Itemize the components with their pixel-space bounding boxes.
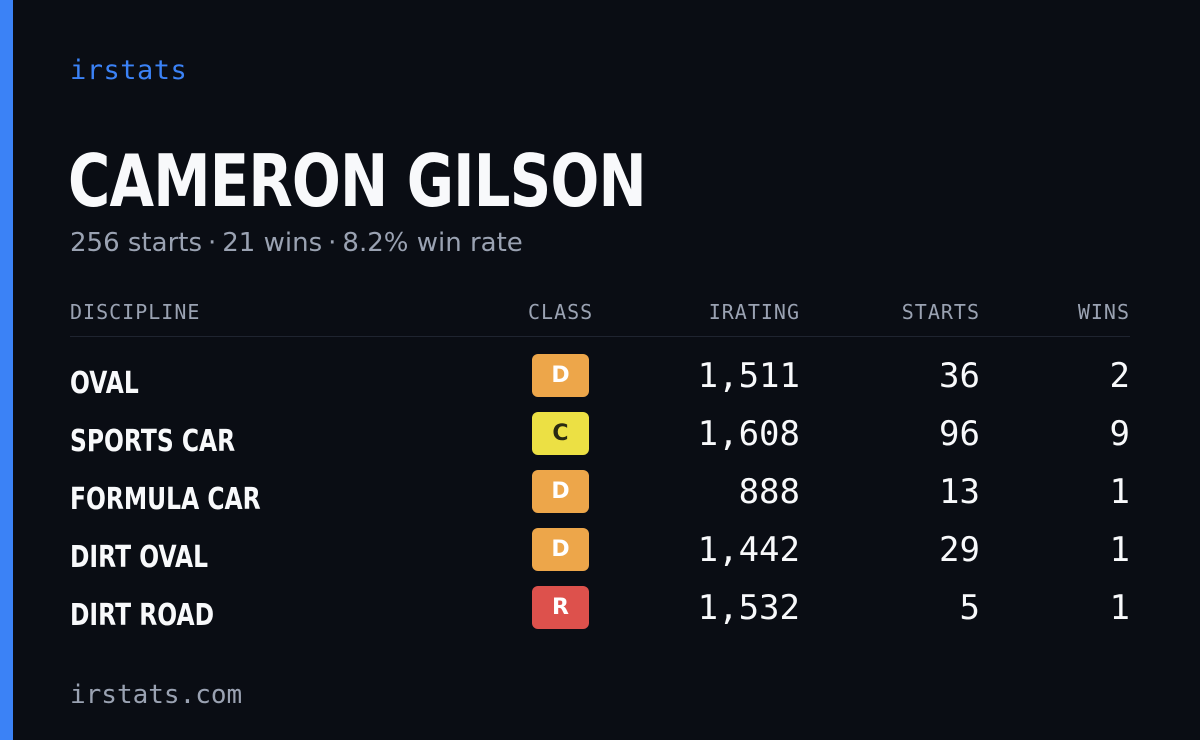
- irating-value: 1,608: [697, 414, 800, 454]
- table-row: SPORTS CAR C 1,608 96 9: [70, 408, 1130, 466]
- discipline-name: FORMULA CAR: [70, 482, 261, 517]
- wins-value: 9: [1109, 414, 1130, 454]
- table-row: OVAL D 1,511 36 2: [70, 350, 1130, 408]
- table-row: DIRT ROAD R 1,532 5 1: [70, 582, 1130, 640]
- summary-starts: 256 starts: [70, 228, 202, 258]
- class-badge: D: [532, 470, 589, 513]
- header-discipline: DISCIPLINE: [70, 300, 201, 324]
- class-badge: D: [532, 354, 589, 397]
- header-wins: WINS: [1077, 300, 1130, 324]
- starts-value: 36: [939, 356, 980, 396]
- brand-logo: irstats: [70, 55, 188, 86]
- class-badge: D: [532, 528, 589, 571]
- summary-separator: ·: [208, 228, 217, 258]
- discipline-name: OVAL: [70, 366, 139, 401]
- table-row: DIRT OVAL D 1,442 29 1: [70, 524, 1130, 582]
- class-badge: C: [532, 412, 589, 455]
- wins-value: 2: [1109, 356, 1130, 396]
- summary-separator: ·: [328, 228, 337, 258]
- irating-value: 1,532: [697, 588, 800, 628]
- driver-summary: 256 starts · 21 wins · 8.2% win rate: [70, 228, 523, 258]
- class-badge: R: [532, 586, 589, 629]
- starts-value: 29: [939, 530, 980, 570]
- accent-bar: [0, 0, 13, 740]
- table-header: DISCIPLINE CLASS IRATING STARTS WINS: [70, 300, 1130, 337]
- discipline-name: DIRT ROAD: [70, 598, 215, 633]
- footer-url: irstats.com: [70, 680, 243, 710]
- irating-value: 888: [738, 472, 800, 512]
- irating-value: 1,442: [697, 530, 800, 570]
- starts-value: 13: [939, 472, 980, 512]
- summary-win-rate: 8.2% win rate: [342, 228, 523, 258]
- table-row: FORMULA CAR D 888 13 1: [70, 466, 1130, 524]
- starts-value: 96: [939, 414, 980, 454]
- starts-value: 5: [959, 588, 980, 628]
- driver-name: CAMERON GILSON: [68, 139, 647, 223]
- header-irating: IRATING: [708, 300, 800, 324]
- discipline-name: SPORTS CAR: [70, 424, 236, 459]
- summary-wins: 21 wins: [222, 228, 323, 258]
- discipline-table: OVAL D 1,511 36 2 SPORTS CAR C 1,608 96 …: [70, 350, 1130, 640]
- discipline-name: DIRT OVAL: [70, 540, 209, 575]
- wins-value: 1: [1109, 588, 1130, 628]
- wins-value: 1: [1109, 530, 1130, 570]
- wins-value: 1: [1109, 472, 1130, 512]
- header-class: CLASS: [528, 300, 594, 324]
- header-starts: STARTS: [901, 300, 980, 324]
- irating-value: 1,511: [697, 356, 800, 396]
